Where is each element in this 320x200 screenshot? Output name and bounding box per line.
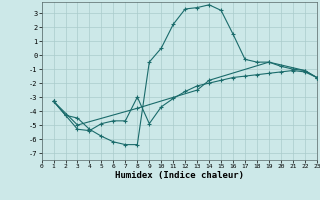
X-axis label: Humidex (Indice chaleur): Humidex (Indice chaleur) <box>115 171 244 180</box>
